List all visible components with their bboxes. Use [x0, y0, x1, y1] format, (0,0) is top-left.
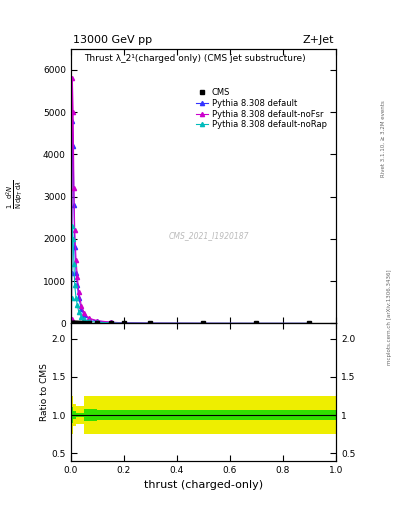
CMS: [201, 321, 206, 327]
Pythia 8.308 default-noFsr: [87, 315, 92, 322]
Pythia 8.308 default-noFsr: [148, 320, 152, 326]
Pythia 8.308 default: [69, 270, 74, 276]
CMS: [254, 321, 259, 327]
Pythia 8.308 default-noRap: [75, 302, 80, 308]
CMS: [95, 321, 100, 327]
Pythia 8.308 default-noRap: [70, 223, 75, 229]
Pythia 8.308 default: [70, 117, 75, 123]
CMS: [72, 321, 77, 327]
Pythia 8.308 default-noFsr: [307, 321, 312, 327]
Pythia 8.308 default: [82, 312, 86, 318]
Pythia 8.308 default: [148, 320, 152, 326]
Pythia 8.308 default-noRap: [73, 295, 78, 301]
Pythia 8.308 default-noFsr: [121, 320, 126, 326]
Legend: CMS, Pythia 8.308 default, Pythia 8.308 default-noFsr, Pythia 8.308 default-noRa: CMS, Pythia 8.308 default, Pythia 8.308 …: [193, 86, 329, 132]
CMS: [148, 321, 152, 327]
Pythia 8.308 default-noRap: [69, 295, 74, 301]
Pythia 8.308 default-noRap: [201, 321, 206, 327]
Line: CMS: CMS: [70, 322, 312, 326]
Pythia 8.308 default-noFsr: [69, 316, 74, 322]
Pythia 8.308 default-noFsr: [75, 274, 80, 280]
Pythia 8.308 default-noRap: [82, 316, 86, 323]
Y-axis label: Ratio to CMS: Ratio to CMS: [40, 363, 49, 421]
Pythia 8.308 default: [72, 202, 76, 208]
CMS: [70, 321, 75, 327]
CMS: [75, 321, 80, 327]
Line: Pythia 8.308 default-noRap: Pythia 8.308 default-noRap: [70, 224, 312, 326]
Pythia 8.308 default-noRap: [95, 319, 100, 325]
Pythia 8.308 default-noRap: [108, 320, 113, 326]
Pythia 8.308 default-noRap: [121, 320, 126, 326]
X-axis label: thrust (charged-only): thrust (charged-only): [144, 480, 263, 490]
Pythia 8.308 default: [76, 295, 81, 301]
Pythia 8.308 default-noRap: [87, 318, 92, 325]
Pythia 8.308 default-noFsr: [72, 185, 76, 191]
Pythia 8.308 default: [121, 320, 126, 326]
Text: CMS_2021_I1920187: CMS_2021_I1920187: [169, 231, 249, 240]
Text: 13000 GeV pp: 13000 GeV pp: [73, 35, 152, 45]
Pythia 8.308 default-noRap: [148, 320, 152, 326]
Line: Pythia 8.308 default: Pythia 8.308 default: [70, 118, 312, 326]
Pythia 8.308 default-noFsr: [201, 320, 206, 326]
Pythia 8.308 default-noFsr: [95, 317, 100, 324]
Text: Rivet 3.1.10, ≥ 3.2M events: Rivet 3.1.10, ≥ 3.2M events: [381, 100, 386, 177]
Pythia 8.308 default-noRap: [254, 321, 259, 327]
CMS: [79, 321, 84, 327]
Text: Z+Jet: Z+Jet: [303, 35, 334, 45]
CMS: [121, 321, 126, 327]
CMS: [82, 321, 86, 327]
Pythia 8.308 default-noFsr: [71, 109, 75, 115]
Pythia 8.308 default-noFsr: [254, 321, 259, 327]
Pythia 8.308 default: [307, 321, 312, 327]
Pythia 8.308 default-noFsr: [79, 303, 84, 309]
CMS: [71, 321, 75, 327]
Pythia 8.308 default-noRap: [71, 236, 75, 242]
Pythia 8.308 default: [72, 244, 77, 250]
Pythia 8.308 default-noFsr: [108, 319, 113, 325]
Pythia 8.308 default: [108, 319, 113, 326]
Pythia 8.308 default: [71, 143, 75, 149]
CMS: [87, 321, 92, 327]
Pythia 8.308 default-noFsr: [82, 310, 86, 316]
CMS: [108, 321, 113, 327]
Pythia 8.308 default-noFsr: [73, 257, 78, 263]
Pythia 8.308 default-noRap: [76, 309, 81, 315]
Pythia 8.308 default: [75, 282, 80, 288]
Pythia 8.308 default: [95, 318, 100, 324]
Pythia 8.308 default: [201, 321, 206, 327]
Pythia 8.308 default: [87, 316, 92, 322]
Pythia 8.308 default-noRap: [72, 282, 77, 288]
CMS: [69, 321, 74, 327]
Pythia 8.308 default: [79, 306, 84, 312]
Text: mcplots.cern.ch [arXiv:1306.3436]: mcplots.cern.ch [arXiv:1306.3436]: [387, 270, 391, 365]
Pythia 8.308 default-noRap: [79, 313, 84, 319]
Pythia 8.308 default-noRap: [307, 321, 312, 327]
Pythia 8.308 default-noFsr: [76, 289, 81, 295]
Pythia 8.308 default: [254, 321, 259, 327]
Text: Thrust λ_2¹(charged only) (CMS jet substructure): Thrust λ_2¹(charged only) (CMS jet subst…: [84, 54, 306, 63]
Text: $\frac{1}{\mathrm{N}}\frac{\mathrm{d}^2N}{\mathrm{d}p_T\,\mathrm{d}\lambda}$: $\frac{1}{\mathrm{N}}\frac{\mathrm{d}^2N…: [4, 180, 25, 209]
Pythia 8.308 default-noFsr: [72, 227, 77, 233]
CMS: [76, 321, 81, 327]
Pythia 8.308 default-noFsr: [70, 75, 75, 81]
Pythia 8.308 default-noRap: [72, 261, 76, 267]
CMS: [72, 321, 76, 327]
Line: Pythia 8.308 default-noFsr: Pythia 8.308 default-noFsr: [70, 76, 312, 326]
Pythia 8.308 default: [73, 270, 78, 276]
CMS: [307, 321, 312, 327]
CMS: [73, 321, 78, 327]
